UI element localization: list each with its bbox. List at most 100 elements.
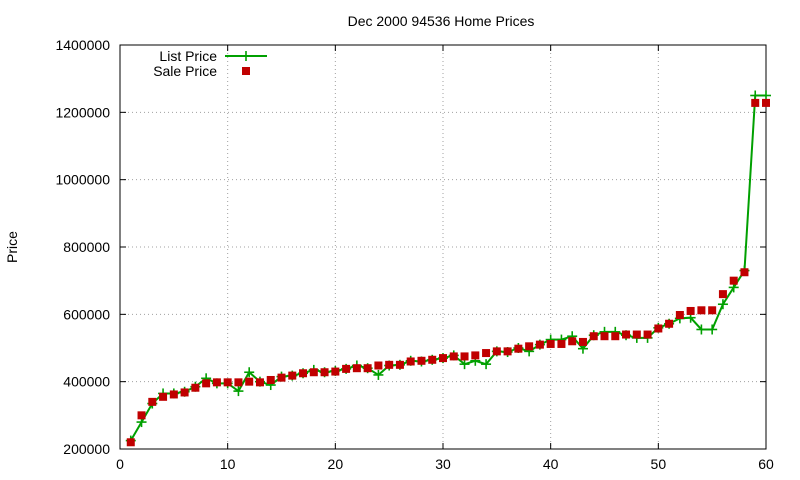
sale-price-point <box>137 411 146 420</box>
sale-price-point <box>729 276 738 285</box>
sale-price-point <box>223 378 232 387</box>
sale-price-point <box>385 360 394 369</box>
y-tick-label: 800000 <box>63 239 110 255</box>
y-axis-label: Price <box>4 231 20 263</box>
sale-price-point <box>342 364 351 373</box>
sale-price-point <box>492 347 501 356</box>
list-price-point <box>707 324 718 335</box>
chart-title: Dec 2000 94536 Home Prices <box>348 13 535 29</box>
sale-price-point <box>417 356 426 365</box>
x-tick-label: 10 <box>220 456 236 472</box>
sale-price-point <box>159 392 168 401</box>
axis-ticks: 0 10 20 30 40 50 60 200000 400000 600000 800000 100… <box>55 37 774 472</box>
sale-price-point <box>675 311 684 320</box>
sale-price-point <box>288 371 297 380</box>
sale-price-point <box>665 319 674 328</box>
sale-price-point <box>578 337 587 346</box>
sale-price-point <box>740 268 749 277</box>
sale-price-point <box>535 340 544 349</box>
sale-price-point <box>557 339 566 348</box>
sale-price-point <box>374 361 383 370</box>
sale-price-point <box>309 368 318 377</box>
sale-price-point <box>363 364 372 373</box>
x-tick-label: 30 <box>435 456 451 472</box>
series-list-price <box>125 90 771 446</box>
x-tick-label: 0 <box>116 456 124 472</box>
sale-price-point <box>320 368 329 377</box>
sale-price-point <box>148 397 157 406</box>
sale-price-point <box>352 364 361 373</box>
series-sale-price <box>126 98 770 447</box>
sale-price-point <box>395 360 404 369</box>
x-tick-label: 50 <box>651 456 667 472</box>
sale-price-point <box>622 330 631 339</box>
legend-marker-list-price <box>241 51 251 61</box>
sale-price-point <box>245 377 254 386</box>
list-price-point <box>481 359 492 370</box>
list-price-point <box>233 386 244 397</box>
legend-label-list-price: List Price <box>159 48 217 64</box>
sale-price-point <box>191 383 200 392</box>
sale-price-point <box>654 324 663 333</box>
sale-price-point <box>589 332 598 341</box>
sale-price-point <box>169 390 178 399</box>
sale-price-point <box>697 306 706 315</box>
legend-square-marker <box>242 67 250 75</box>
sale-price-point <box>632 330 641 339</box>
grid <box>120 45 766 449</box>
list-price-point <box>696 324 707 335</box>
sale-price-point <box>751 98 760 107</box>
y-tick-label: 400000 <box>63 374 110 390</box>
x-tick-label: 60 <box>758 456 774 472</box>
sale-price-point <box>406 357 415 366</box>
y-tick-label: 200000 <box>63 441 110 457</box>
sale-price-point <box>503 347 512 356</box>
sale-price-point <box>266 375 275 384</box>
sale-price-point <box>514 344 523 353</box>
sale-price-point <box>611 332 620 341</box>
list-price-point <box>761 90 771 101</box>
sale-price-point <box>686 306 695 315</box>
x-tick-label: 40 <box>543 456 559 472</box>
y-tick-label: 1000000 <box>55 172 110 188</box>
sale-price-point <box>299 369 308 378</box>
sale-price-point <box>126 438 135 447</box>
sale-price-point <box>234 378 243 387</box>
x-tick-label: 20 <box>328 456 344 472</box>
legend-label-sale-price: Sale Price <box>153 63 217 79</box>
sale-price-point <box>449 352 458 361</box>
sale-price-point <box>331 367 340 376</box>
y-tick-label: 1200000 <box>55 104 110 120</box>
sale-price-point <box>568 337 577 346</box>
sale-price-point <box>428 355 437 364</box>
sale-price-point <box>762 98 770 107</box>
y-tick-label: 600000 <box>63 306 110 322</box>
list-price-point <box>373 369 384 380</box>
series-layer <box>125 90 771 447</box>
legend: List Price Sale Price <box>153 48 267 79</box>
sale-price-point <box>202 379 211 388</box>
y-tick-label: 1400000 <box>55 37 110 53</box>
list-price-point <box>717 299 728 310</box>
legend-marker-sale-price <box>242 67 250 75</box>
list-price-point <box>750 90 761 101</box>
sale-price-point <box>708 306 717 315</box>
list-price-point <box>459 359 470 370</box>
legend-plus-marker <box>241 51 251 61</box>
sale-price-point <box>643 330 652 339</box>
sale-price-point <box>277 373 286 382</box>
sale-price-point <box>482 349 491 358</box>
sale-price-point <box>718 290 727 299</box>
sale-price-point <box>180 388 189 397</box>
sale-price-point <box>439 354 447 363</box>
sale-price-point <box>600 332 609 341</box>
sale-price-point <box>212 378 221 387</box>
sale-price-point <box>525 342 534 351</box>
sale-price-point <box>546 339 555 348</box>
sale-price-point <box>460 352 469 361</box>
sale-price-point <box>255 378 264 387</box>
list-price-point <box>244 367 255 378</box>
sale-price-point <box>471 351 480 360</box>
